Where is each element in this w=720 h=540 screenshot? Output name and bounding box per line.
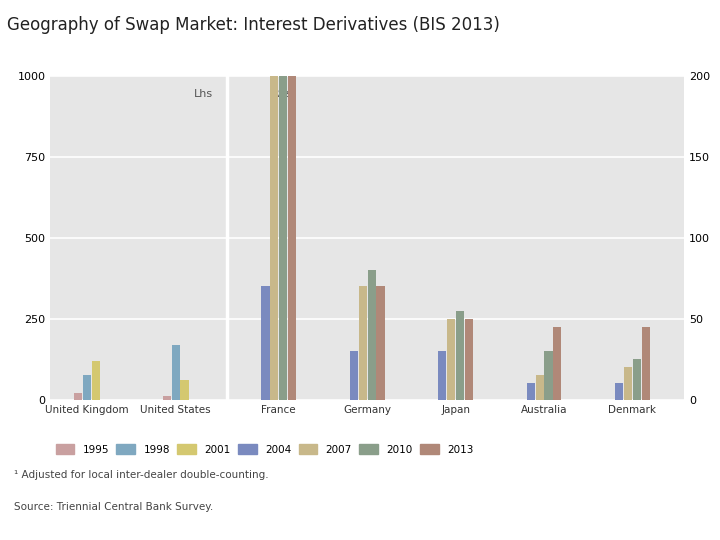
Bar bbox=[536, 375, 544, 400]
Text: Rhs: Rhs bbox=[271, 89, 292, 99]
Bar bbox=[359, 286, 367, 400]
Bar bbox=[279, 0, 287, 400]
Bar bbox=[456, 310, 464, 400]
Text: Source: Triennial Central Bank Survey.: Source: Triennial Central Bank Survey. bbox=[14, 502, 214, 512]
Bar bbox=[288, 0, 296, 400]
Bar bbox=[261, 286, 269, 400]
Bar bbox=[447, 319, 455, 400]
Bar bbox=[438, 351, 446, 400]
Bar bbox=[624, 367, 632, 400]
Bar bbox=[642, 327, 649, 400]
Bar bbox=[163, 396, 171, 400]
Bar bbox=[633, 359, 641, 400]
Legend: 1995, 1998, 2001, 2004, 2007, 2010, 2013: 1995, 1998, 2001, 2004, 2007, 2010, 2013 bbox=[55, 444, 473, 455]
Text: Lhs: Lhs bbox=[194, 89, 213, 99]
Bar bbox=[615, 383, 624, 400]
Bar bbox=[181, 380, 189, 400]
Bar bbox=[377, 286, 384, 400]
Bar bbox=[553, 327, 562, 400]
Text: ¹ Adjusted for local inter-dealer double-counting.: ¹ Adjusted for local inter-dealer double… bbox=[14, 470, 269, 480]
Bar bbox=[544, 351, 552, 400]
Bar bbox=[350, 351, 358, 400]
Text: Geography of Swap Market: Interest Derivatives (BIS 2013): Geography of Swap Market: Interest Deriv… bbox=[7, 16, 500, 34]
Bar bbox=[74, 393, 83, 400]
Bar bbox=[367, 270, 376, 400]
Bar bbox=[92, 361, 100, 400]
Bar bbox=[270, 0, 279, 400]
Bar bbox=[171, 345, 180, 400]
Bar bbox=[527, 383, 535, 400]
Bar bbox=[84, 375, 91, 400]
Bar bbox=[465, 319, 473, 400]
